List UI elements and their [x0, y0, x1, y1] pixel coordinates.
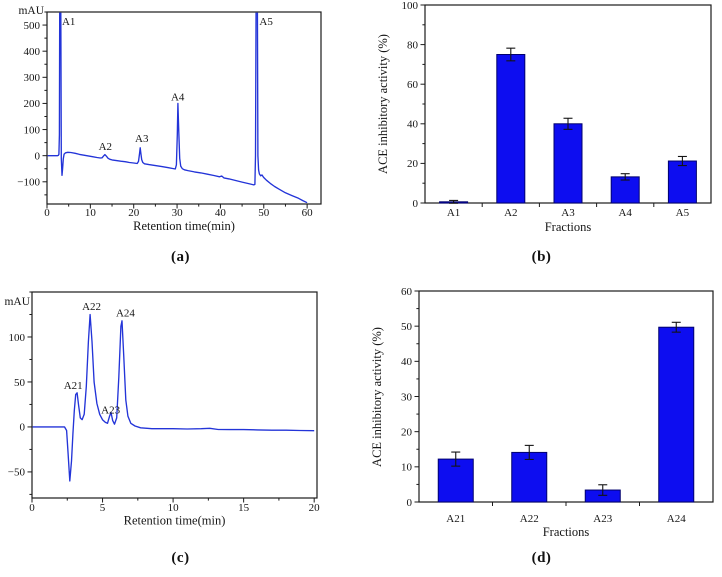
x-tick-label: 30 [172, 207, 184, 219]
x-axis-ticks [46, 204, 308, 209]
x-axis-label: Fractions [543, 525, 590, 539]
y-tick-label: 40 [401, 356, 413, 368]
y-tick-label: 80 [407, 39, 419, 51]
trace-line [47, 12, 308, 204]
category-label-A3: A3 [561, 207, 575, 219]
category-label-A5: A5 [676, 207, 690, 219]
bar-A2 [496, 54, 526, 204]
y-axis-label: ACE inhibitory activity (%) [376, 34, 390, 174]
y-tick-label: 100 [24, 124, 41, 136]
trace-line [32, 313, 315, 482]
chromatogram-c: −50 0 50 100 0 5 10 15 20 A21 A22 A23 A24 mAU Retentio… [0, 285, 361, 540]
y-tick-label: 300 [24, 72, 41, 84]
y-axis-ticks [42, 11, 47, 196]
y-axis-ticks [414, 290, 419, 503]
y-tick-label: 60 [407, 79, 419, 91]
peak-label-A3: A3 [135, 133, 149, 145]
bars [437, 326, 695, 503]
y-tick-label: 0 [413, 198, 419, 210]
bars-d: 0 10 20 30 40 50 60 A21 A22 A23 A24 ACE inhibitory … [361, 285, 722, 545]
peak-label-A1: A1 [62, 16, 75, 28]
peak-label-A24: A24 [116, 307, 135, 319]
x-axis-ticks [481, 203, 655, 207]
category-label-A1: A1 [447, 207, 460, 219]
x-tick-label: 0 [29, 502, 35, 514]
category-label-A4: A4 [618, 207, 632, 219]
panel-caption-b: (b) [531, 249, 552, 265]
y-tick-label: 40 [407, 119, 419, 131]
bars-b: 0 20 40 60 80 100 A1 A2 A3 A4 A5 ACE inhibitory act… [361, 0, 722, 240]
panel-caption-d: (d) [531, 550, 552, 566]
x-tick-label: 10 [168, 502, 180, 514]
y-tick-label: 100 [402, 0, 419, 12]
peak-label-A21: A21 [64, 380, 83, 392]
x-axis-label: Retention time(min) [124, 514, 226, 528]
peak-label-A23: A23 [101, 404, 120, 416]
x-axis-label: Fractions [545, 220, 592, 234]
bar-A4 [610, 176, 640, 204]
x-tick-label: 5 [100, 502, 106, 514]
peak-label-A4: A4 [171, 91, 185, 103]
x-tick-label: 50 [258, 207, 270, 219]
y-tick-label: 50 [14, 377, 26, 389]
peak-label-A5: A5 [259, 16, 273, 28]
x-tick-label: 20 [309, 502, 321, 514]
y-axis-label: mAU [4, 296, 30, 308]
category-label-A23: A23 [593, 513, 612, 525]
x-tick-label: 40 [215, 207, 227, 219]
y-tick-label: 400 [24, 46, 41, 58]
panel-caption-a: (a) [171, 249, 190, 265]
panel-caption-c: (c) [171, 550, 190, 566]
y-axis-ticks [420, 4, 425, 204]
y-axis-label: mAU [18, 5, 44, 17]
x-tick-label: 15 [238, 502, 250, 514]
y-tick-label: 20 [407, 158, 419, 170]
error-bars [451, 321, 681, 496]
y-tick-label: 200 [24, 98, 41, 110]
x-axis-ticks [31, 498, 315, 503]
y-tick-label: 10 [401, 462, 413, 474]
bar-A3 [553, 123, 583, 204]
plot-box [31, 291, 318, 499]
y-tick-label: 0 [407, 497, 413, 509]
y-tick-label: 500 [24, 20, 41, 32]
x-tick-label: 60 [302, 207, 314, 219]
x-axis-label: Retention time(min) [133, 219, 235, 233]
plot-box [46, 11, 322, 205]
y-tick-label: −50 [8, 467, 26, 479]
y-tick-label: 50 [401, 321, 413, 333]
bar-A22 [511, 451, 548, 503]
chromatogram-a: −100 0 100 200 300 400 500 0 10 20 30 40 50 60 A1 A2 A3 A… [0, 0, 361, 240]
category-label-A22: A22 [520, 513, 539, 525]
category-label-A2: A2 [504, 207, 517, 219]
x-tick-label: 10 [85, 207, 97, 219]
y-tick-label: 0 [35, 150, 41, 162]
category-label-A21: A21 [446, 513, 465, 525]
bars [439, 54, 697, 204]
y-axis-label: ACE inhibitory activity (%) [370, 327, 384, 467]
peak-label-A2: A2 [99, 141, 112, 153]
bar-A5 [667, 160, 697, 204]
error-bars [449, 47, 687, 204]
y-tick-label: −100 [17, 177, 40, 189]
category-label-A24: A24 [667, 513, 686, 525]
x-tick-label: 20 [128, 207, 140, 219]
y-tick-label: 0 [20, 422, 26, 434]
y-tick-label: 30 [401, 391, 413, 403]
bar-A24 [658, 326, 695, 503]
y-tick-label: 60 [401, 286, 413, 298]
y-tick-label: 100 [9, 332, 26, 344]
y-axis-ticks [27, 291, 32, 495]
peak-label-A22: A22 [82, 301, 101, 313]
x-axis-ticks [492, 502, 640, 506]
y-tick-label: 20 [401, 426, 413, 438]
x-tick-label: 0 [44, 207, 50, 219]
